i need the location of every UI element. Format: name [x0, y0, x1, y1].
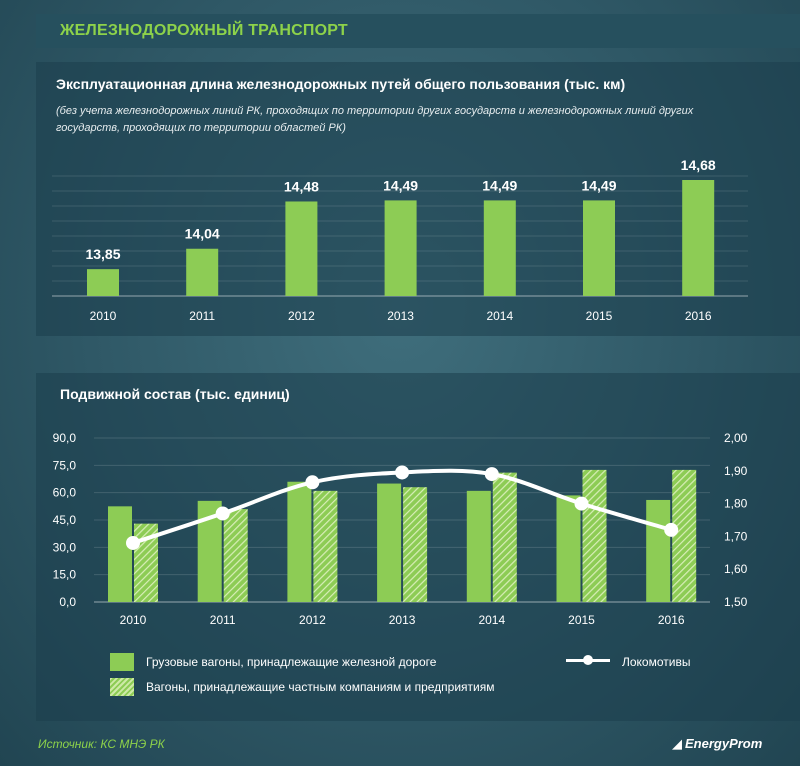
logo-text: EnergyProm — [685, 736, 763, 751]
chart2-title: Подвижной состав (тыс. единиц) — [60, 386, 290, 402]
chart2-tick-label: 2016 — [658, 613, 685, 627]
chart2-right-tick: 1,70 — [724, 529, 748, 543]
chart1-tick-label: 2011 — [189, 309, 215, 323]
chart1-tick-label: 2013 — [387, 309, 414, 323]
chart2-line-point — [305, 475, 320, 490]
chart2-tick-label: 2013 — [389, 613, 416, 627]
chart1-title: Эксплуатационная длина железнодорожных п… — [56, 76, 626, 92]
chart2-line-point — [484, 467, 499, 482]
chart2-right-tick: 1,60 — [724, 562, 748, 576]
chart2-bar-solid — [466, 490, 491, 602]
chart2-line-point — [126, 535, 140, 550]
chart2-tick-label: 2015 — [568, 613, 595, 627]
chart1-bar — [384, 200, 417, 296]
chart2-tick-label: 2010 — [120, 613, 147, 627]
legend-solid-label: Грузовые вагоны, принадлежащие железной … — [146, 655, 437, 669]
chart2-bar-hatch — [492, 472, 517, 602]
chart1-data-label: 13,85 — [85, 246, 120, 262]
chart1-tick-label: 2014 — [486, 309, 513, 323]
source-note: Источник: КС МНЭ РК — [38, 737, 165, 751]
chart2-tick-label: 2014 — [478, 613, 505, 627]
chart2-bar-hatch — [223, 509, 248, 602]
chart1-tick-label: 2010 — [90, 309, 117, 323]
chart2-bar-hatch — [672, 469, 697, 602]
chart1-bar — [583, 200, 615, 296]
chart2-bar-solid — [646, 499, 671, 602]
chart2-tick-label: 2011 — [210, 613, 236, 627]
chart2-left-tick: 90,0 — [53, 431, 77, 445]
chart2-line-point — [574, 496, 589, 511]
chart1-tick-label: 2016 — [685, 309, 712, 323]
chart2-left-tick: 45,0 — [53, 513, 77, 527]
chart1-data-label: 14,49 — [383, 177, 418, 193]
chart1-bar — [483, 200, 516, 296]
legend-hatch-label: Вагоны, принадлежащие частным компаниям … — [146, 680, 495, 694]
energyprom-logo: ◢ EnergyProm — [672, 736, 762, 752]
chart2-right-tick: 2,00 — [724, 431, 748, 445]
chart1-panel — [36, 62, 800, 336]
chart2-bar-solid — [108, 506, 132, 602]
chart2-right-tick: 1,50 — [724, 595, 748, 609]
chart2-left-tick: 0,0 — [59, 595, 76, 609]
chart2-bar-solid — [287, 481, 312, 602]
chart2-left-tick: 30,0 — [53, 540, 77, 554]
chart1-data-label: 14,04 — [185, 226, 220, 242]
legend-line-dot — [583, 655, 593, 665]
chart2-bar-hatch — [582, 469, 607, 602]
chart1-tick-label: 2012 — [288, 309, 315, 323]
chart2-line-point — [395, 465, 410, 480]
chart1-bar — [285, 201, 318, 296]
page-title: ЖЕЛЕЗНОДОРОЖНЫЙ ТРАНСПОРТ — [60, 22, 348, 39]
chart2-left-tick: 15,0 — [53, 568, 77, 582]
legend-solid-swatch — [110, 653, 134, 671]
legend-hatch-swatch — [110, 678, 134, 696]
chart2-left-tick: 60,0 — [53, 486, 77, 500]
chart2-bar-solid — [377, 483, 402, 602]
chart1-data-label: 14,49 — [581, 177, 616, 193]
chart2-left-tick: 75,0 — [53, 458, 77, 472]
chart2-bar-solid — [556, 495, 581, 602]
legend-line-label: Локомотивы — [622, 655, 691, 669]
chart1-data-label: 14,48 — [284, 178, 319, 194]
logo-icon: ◢ — [672, 736, 682, 751]
chart1-tick-label: 2015 — [586, 309, 613, 323]
chart2-bar-hatch — [313, 490, 338, 602]
chart2-tick-label: 2012 — [299, 613, 326, 627]
chart2-right-tick: 1,80 — [724, 497, 748, 511]
header-bar — [36, 14, 800, 48]
chart1-bar — [682, 180, 715, 296]
chart1-data-label: 14,68 — [681, 157, 716, 173]
chart1-bar — [186, 248, 219, 296]
chart1-subtitle: (без учета железнодорожных линий РК, про… — [56, 105, 694, 134]
chart2-bar-hatch — [403, 487, 428, 602]
chart2-line-point — [664, 522, 679, 537]
chart2-right-tick: 1,90 — [724, 464, 748, 478]
chart1-bar — [87, 269, 119, 296]
chart1-data-label: 14,49 — [482, 177, 517, 193]
chart2-line-point — [215, 506, 230, 521]
